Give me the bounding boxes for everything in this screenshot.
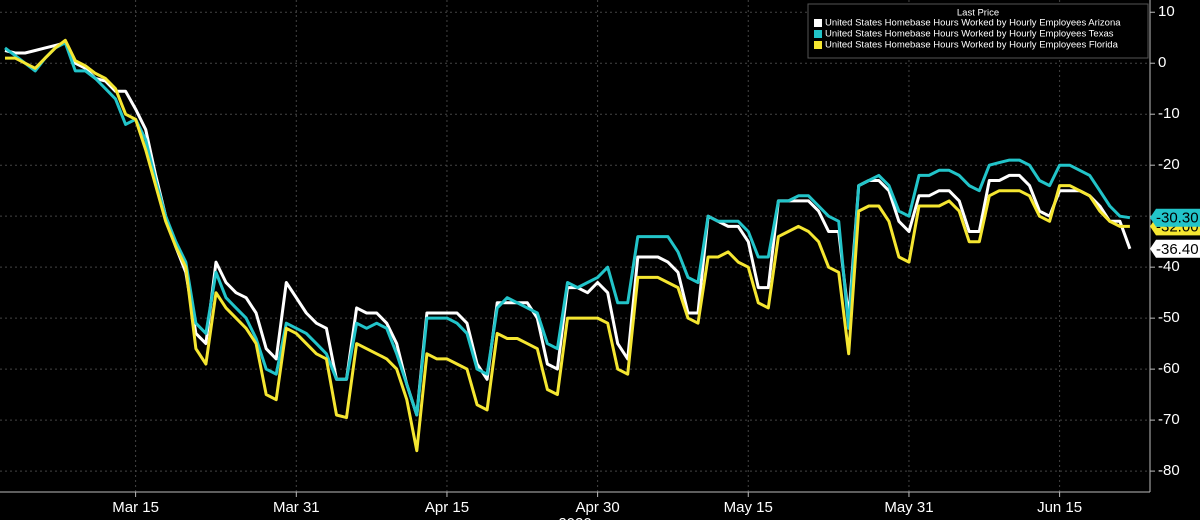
- legend-swatch: [814, 30, 822, 38]
- y-tick-label: -80: [1158, 462, 1180, 479]
- series-line: [5, 38, 1130, 453]
- x-tick-label: Mar 31: [273, 499, 320, 516]
- y-tick-label: -70: [1158, 411, 1180, 428]
- y-tick-label: 10: [1158, 3, 1175, 20]
- y-tick-label: -10: [1158, 105, 1180, 122]
- last-value-tag: [1150, 208, 1200, 227]
- plot-area: [4, 38, 1132, 453]
- x-tick-label: May 15: [724, 499, 773, 516]
- legend-label: United States Homebase Hours Worked by H…: [825, 18, 1121, 29]
- y-tick-label: -50: [1158, 309, 1180, 326]
- last-value-labels: -32.00-36.40-30.30: [1150, 208, 1200, 258]
- x-tick-label: Apr 30: [576, 499, 620, 516]
- x-tick-label: Jun 15: [1037, 499, 1082, 516]
- legend-box: [807, 3, 1149, 59]
- legend-swatch: [814, 19, 822, 27]
- legend-swatch: [814, 41, 822, 49]
- series-line: [4, 41, 1131, 417]
- x-tick-label: Apr 15: [425, 499, 469, 516]
- x-tick-label: Mar 15: [112, 499, 159, 516]
- x-tick-label: May 31: [884, 499, 933, 516]
- y-tick-label: -40: [1158, 258, 1180, 275]
- last-value-label: -30.30: [1156, 210, 1199, 227]
- y-tick-label: 0: [1158, 54, 1166, 71]
- legend-title: Last Price: [957, 8, 999, 19]
- y-tick-label: -20: [1158, 156, 1180, 173]
- last-value-label: -36.40: [1156, 241, 1199, 258]
- y-tick-label: -60: [1158, 360, 1180, 377]
- legend: Last Price United States Homebase Hours …: [807, 3, 1149, 59]
- last-value-tag: [1150, 239, 1200, 258]
- legend-label: United States Homebase Hours Worked by H…: [825, 40, 1119, 51]
- legend-label: United States Homebase Hours Worked by H…: [825, 29, 1114, 40]
- x-axis-label: 2020: [558, 515, 591, 520]
